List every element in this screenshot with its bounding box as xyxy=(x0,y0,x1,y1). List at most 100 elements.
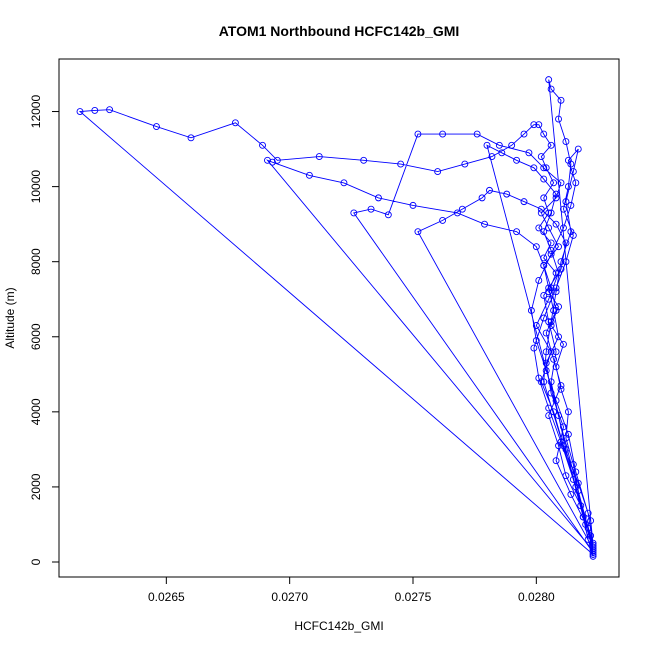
plot-frame xyxy=(58,58,620,578)
data-point xyxy=(486,186,493,194)
data-point xyxy=(540,194,548,202)
data-point xyxy=(555,115,562,123)
data-point xyxy=(552,194,560,202)
data-point xyxy=(384,211,392,219)
data-point xyxy=(547,246,555,254)
data-point xyxy=(340,179,348,187)
data-point xyxy=(545,224,553,232)
data-point xyxy=(569,460,577,468)
data-point xyxy=(550,179,558,187)
data-point xyxy=(520,198,528,206)
data-point xyxy=(540,130,548,138)
data-point xyxy=(567,490,575,498)
data-point xyxy=(547,141,555,149)
data-point xyxy=(461,160,469,168)
data-point xyxy=(76,108,84,115)
data-point xyxy=(562,472,570,480)
data-point xyxy=(540,261,548,269)
data-point xyxy=(545,295,553,303)
data-point xyxy=(513,228,521,236)
data-point xyxy=(453,209,461,217)
data-point xyxy=(508,141,516,149)
data-point xyxy=(537,209,545,217)
data-point xyxy=(542,348,550,356)
data-point xyxy=(584,536,592,543)
data-point xyxy=(589,543,597,551)
data-point xyxy=(547,284,555,292)
chart-title: ATOM1 Northbound HCFC142b_GMI xyxy=(219,23,460,39)
data-point xyxy=(552,288,560,296)
data-point xyxy=(153,123,160,131)
data-point xyxy=(540,292,548,299)
series-layer xyxy=(76,76,597,560)
data-point xyxy=(525,149,533,157)
data-point xyxy=(478,194,486,202)
data-point xyxy=(574,487,582,495)
data-point xyxy=(547,209,555,217)
data-point xyxy=(574,145,582,153)
data-point xyxy=(555,303,562,311)
data-point xyxy=(560,205,567,213)
data-point xyxy=(572,483,580,491)
data-point xyxy=(564,408,572,416)
data-point xyxy=(552,220,560,228)
data-point xyxy=(545,318,553,326)
data-point xyxy=(513,156,521,164)
data-point xyxy=(564,430,572,438)
data-point xyxy=(584,524,592,532)
data-point xyxy=(360,156,368,164)
data-point xyxy=(582,521,590,528)
x-axis: 0.0265 0.0270 0.0275 0.0280 xyxy=(148,576,555,604)
data-point xyxy=(264,156,271,164)
data-point xyxy=(547,389,555,397)
data-point xyxy=(567,201,575,209)
data-point xyxy=(187,134,195,142)
data-point xyxy=(542,359,550,367)
data-point xyxy=(547,322,555,329)
data-point xyxy=(540,378,548,386)
data-point xyxy=(547,348,555,356)
data-point xyxy=(547,250,555,258)
data-point xyxy=(560,423,567,431)
data-point xyxy=(439,130,447,138)
data-point xyxy=(550,355,558,363)
data-point xyxy=(562,258,570,266)
data-point xyxy=(350,209,358,217)
series-line xyxy=(78,79,594,557)
data-point xyxy=(562,445,570,453)
y-tick-label: 12000 xyxy=(29,95,43,129)
data-point xyxy=(439,216,447,224)
data-point xyxy=(434,168,442,176)
data-point xyxy=(542,367,550,375)
data-point xyxy=(560,340,567,348)
data-point xyxy=(552,269,560,277)
data-point xyxy=(305,171,313,179)
data-point xyxy=(557,385,565,393)
x-tick-label: 0.0280 xyxy=(518,590,555,604)
data-point xyxy=(414,228,422,236)
x-tick-label: 0.0275 xyxy=(395,590,432,604)
data-point xyxy=(540,175,548,183)
data-point xyxy=(557,265,565,273)
data-point xyxy=(535,374,543,382)
data-point xyxy=(532,322,540,329)
data-point xyxy=(483,141,491,149)
data-point xyxy=(530,344,538,352)
data-point xyxy=(547,85,555,93)
data-point xyxy=(545,404,553,412)
data-point xyxy=(562,239,570,247)
data-point xyxy=(537,153,545,161)
data-point xyxy=(574,479,582,487)
data-point xyxy=(572,468,580,476)
data-point xyxy=(542,164,550,172)
data-point xyxy=(535,121,543,129)
data-point xyxy=(557,179,565,187)
data-point xyxy=(91,106,99,114)
data-point xyxy=(503,190,511,198)
data-point xyxy=(537,378,545,386)
data-point xyxy=(562,138,570,146)
data-point xyxy=(367,205,375,213)
x-axis-label: HCFC142b_GMI xyxy=(294,619,383,633)
data-point xyxy=(473,130,481,138)
